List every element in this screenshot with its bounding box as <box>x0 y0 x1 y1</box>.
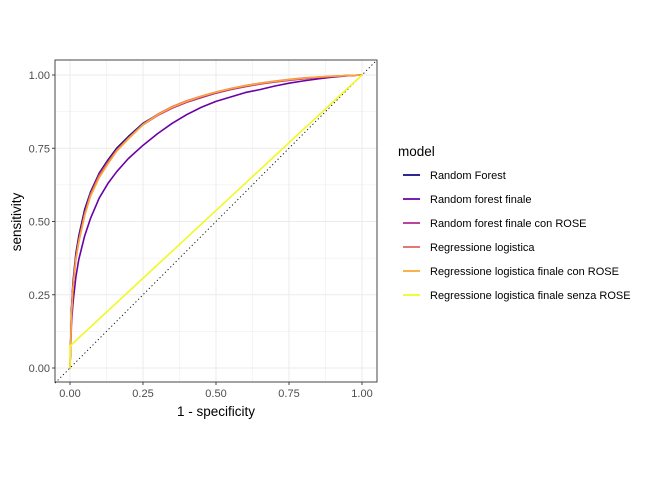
x-tick-label: 0.25 <box>132 388 153 400</box>
y-tick-label: 0.25 <box>29 290 50 302</box>
x-tick-label: 0.75 <box>278 388 299 400</box>
legend-label-3: Random forest finale con ROSE <box>430 218 587 230</box>
legend-label-2: Random forest finale <box>430 194 532 206</box>
x-tick-label: 1.00 <box>351 388 372 400</box>
series-line-6 <box>69 74 363 369</box>
series-line-2 <box>69 74 363 369</box>
x-tick-label: 0.50 <box>205 388 226 400</box>
y-tick-label: 0.00 <box>29 363 50 375</box>
y-axis-title: sensitivity <box>9 192 24 251</box>
legend-label-5: Regressione logistica finale con ROSE <box>430 266 619 278</box>
y-tick-label: 0.75 <box>29 143 50 155</box>
x-tick-label: 0.00 <box>59 388 80 400</box>
series-layer <box>69 74 363 369</box>
legend-label-1: Random Forest <box>430 170 506 182</box>
reference-diagonal-line <box>54 59 378 384</box>
axis-layer: 0.00 0.25 0.50 0.75 1.00 0.00 0.25 0.50 0.75 1.00 <box>29 70 373 400</box>
legend-label-6: Regressione logistica finale senza ROSE <box>430 290 631 302</box>
y-tick-label: 0.50 <box>29 217 50 229</box>
y-tick-label: 1.00 <box>29 70 50 82</box>
reference-line-layer <box>54 59 378 384</box>
series-line-5 <box>69 74 363 369</box>
legend-items: Random Forest Random forest finale Random … <box>403 170 631 302</box>
x-axis-title: 1 - specificity <box>177 404 255 419</box>
legend-label-4: Regressione logistica <box>430 242 535 254</box>
legend-title: model <box>398 144 435 159</box>
